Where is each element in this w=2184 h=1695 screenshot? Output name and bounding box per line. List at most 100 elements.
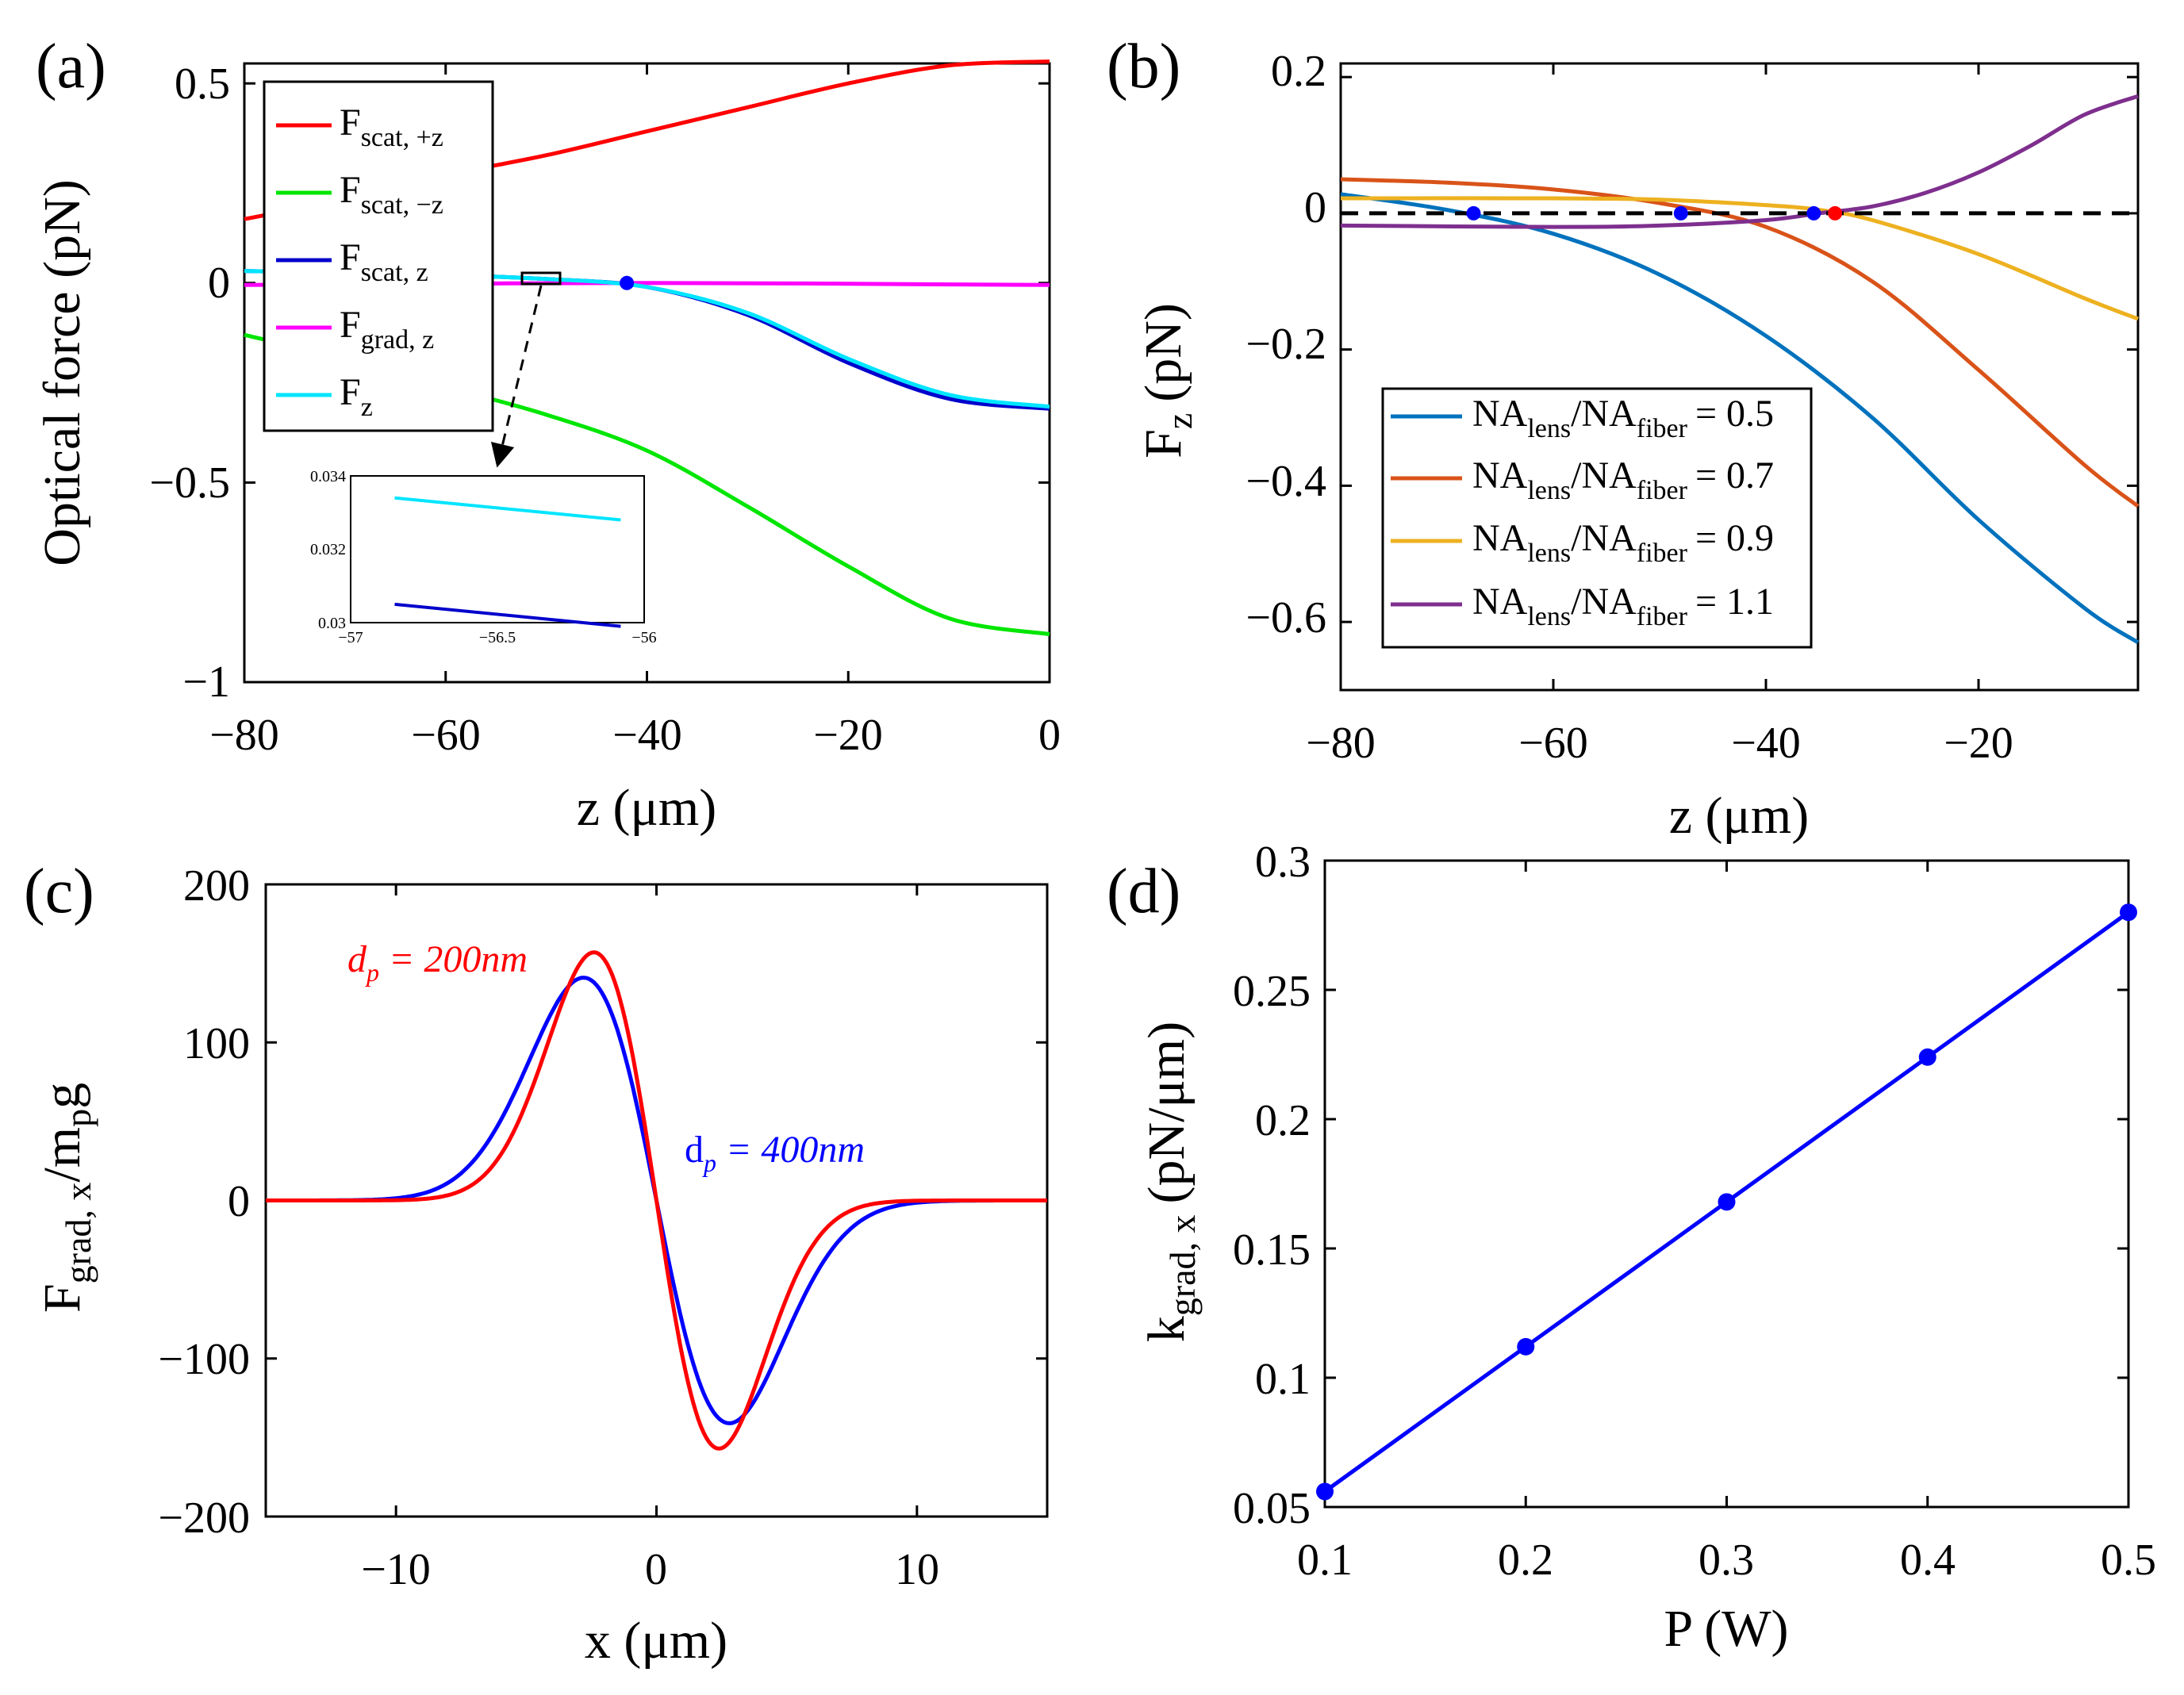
panel-c-plot-area [266,883,1047,1518]
series-line [1340,192,2140,645]
legend-label: F [340,304,361,346]
panel-a-inset: 0.034 0.032 0.03 −57 −56.5 −56 [310,468,657,646]
panel-b-axes-box [1339,62,2140,692]
zoom-region-box [520,271,562,286]
inset-axes-box [350,475,645,623]
panel-b-ytick: −0.4 [1246,457,1326,506]
legend-entry: NAlens/NAfiber = 0.7 [1391,454,1774,505]
equilibrium-point [620,275,635,290]
equilibrium-point [1806,205,1821,221]
legend-entry: Fgrad, z [276,304,434,355]
panel-a-xtick: −60 [411,711,481,760]
panel-c-ytick: 200 [183,861,250,911]
panel-b-plot-area [1339,63,2140,690]
svg-text:NAlens/NAfiber= 0.9: NAlens/NAfiber = 0.9 [1472,517,1774,568]
inset-series-line [394,602,621,628]
svg-text:Fscat, z: Fscat, z [340,236,428,287]
panel-b-xlabel: z (μm) [1669,787,1809,845]
annotation-dp-200: dp = 200nm [347,938,528,987]
panel-a-ytick: −1 [182,658,230,707]
panel-d-xtick: 0.5 [2101,1536,2156,1585]
legend-label: F [340,169,361,211]
panel-a-y-ticks: 0.5 0 −0.5 −1 [149,59,230,707]
panel-b-ytick: 0.2 [1271,47,1326,96]
series-line [1340,94,2139,229]
panel-a-ytick: 0.5 [175,59,230,109]
svg-text:Fscat, +z: Fscat, +z [340,102,443,152]
panel-a-ytick: 0 [208,259,230,308]
panel-b-xtick: −40 [1731,719,1801,768]
panel-d-label: (d) [1107,857,1180,926]
panel-d-ylabel: kgrad, x(pN/μm) [1138,1022,1203,1342]
data-point [1718,1193,1736,1211]
panel-c-ytick: 100 [183,1019,250,1068]
equilibrium-point [1828,205,1843,221]
series-line [1340,196,2139,321]
legend-entry: Fscat, +z [276,102,443,152]
data-point [1517,1337,1535,1356]
inset-ytick: 0.032 [310,541,346,558]
panel-b-xtick: −80 [1306,719,1376,768]
legend-label: F [340,102,361,144]
panel-a-xtick: −80 [209,711,279,760]
panel-c-x-ticks: −10 0 10 [361,1545,939,1594]
panel-d-ytick: 0.15 [1233,1225,1311,1275]
panel-d-xtick: 0.4 [1900,1536,1956,1585]
panel-a-xtick: 0 [1038,711,1061,760]
panel-b-ytick: −0.2 [1246,320,1326,369]
legend-label: F [340,236,361,278]
inset-ytick: 0.03 [318,615,346,632]
panel-c-ytick: 0 [228,1177,250,1226]
svg-text:NAlens/NAfiber= 0.7: NAlens/NAfiber = 0.7 [1472,454,1774,505]
panel-a-xtick: −20 [813,711,883,760]
inset-xtick: −56 [631,629,656,646]
panel-a-xlabel: z (μm) [577,779,716,837]
panel-c-y-ticks: 200 100 0 −100 −200 [158,861,250,1543]
inset-ytick: 0.034 [310,468,346,485]
equilibrium-point [1466,205,1481,221]
panel-c-ytick: −200 [158,1494,250,1543]
panel-a-legend-box [263,80,494,432]
panel-b-y-ticks: 0.2 0 −0.2 −0.4 −0.6 [1246,47,1326,642]
svg-text:Fz: Fz [340,371,373,422]
data-point [1316,1482,1334,1501]
panel-a-xtick: −40 [612,711,682,760]
panel-c-xtick: 10 [895,1545,939,1594]
panel-d-y-ticks: 0.3 0.25 0.2 0.15 0.1 0.05 [1233,838,1311,1533]
panel-a-label: (a) [36,32,106,102]
svg-text:Fgrad, z: Fgrad, z [340,304,434,355]
legend-entry: NAlens/NAfiber = 1.1 [1391,581,1774,631]
series-line [1340,177,2140,508]
panel-d-axes-box [1323,859,2130,1509]
panel-c-ylabel: Fgrad, x/mpg [33,1083,98,1313]
panel-a-legend: Fscat, +z Fscat, −z Fscat, z Fgrad, z Fz [263,80,494,432]
legend-subscript: scat, z [361,258,428,287]
panel-d-x-ticks: 0.1 0.2 0.3 0.4 0.5 [1297,1536,2156,1585]
data-point [1918,1048,1936,1066]
legend-subscript: grad, z [361,325,435,355]
inset-xtick: −56.5 [479,629,516,646]
panel-b-ytick: −0.6 [1246,593,1326,642]
panel-d-xtick: 0.3 [1698,1536,1754,1585]
svg-text:NAlens/NAfiber= 1.1: NAlens/NAfiber = 1.1 [1472,581,1774,631]
legend-entry: Fz [276,371,373,422]
legend-entry: NAlens/NAfiber = 0.5 [1391,393,1774,443]
inset-xtick: −57 [338,629,363,646]
legend-entry: Fscat, z [276,236,428,287]
panel-b-label: (b) [1107,32,1180,102]
panel-a-x-ticks: −80 −60 −40 −20 0 [209,711,1061,760]
panel-b-ytick: 0 [1304,183,1326,232]
legend-entry: NAlens/NAfiber = 0.9 [1391,517,1774,568]
equilibrium-point [1673,205,1688,221]
panel-d-ytick: 0.3 [1255,838,1311,887]
panel-c-ytick: −100 [158,1335,250,1384]
panel-d-ytick: 0.2 [1255,1096,1311,1145]
svg-text:NAlens/NAfiber= 0.5: NAlens/NAfiber = 0.5 [1472,393,1774,443]
zoom-arrow [490,285,543,468]
legend-entry: Fscat, −z [276,169,443,220]
panel-d-plot-area [1316,859,2137,1509]
legend-subscript: z [361,393,373,422]
panel-b-ylabel: Fz(pN) [1134,303,1199,458]
legend-subscript: scat, +z [361,123,443,152]
